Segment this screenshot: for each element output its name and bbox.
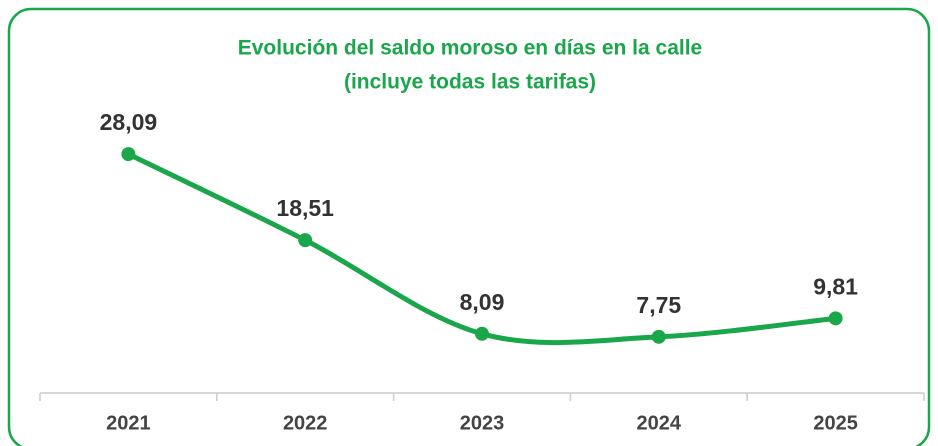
- x-tick-label: 2021: [106, 412, 151, 434]
- point: [121, 147, 136, 162]
- x-tick-label: 2025: [813, 412, 858, 434]
- data-label: 7,75: [636, 292, 681, 318]
- data-label: 18,51: [276, 195, 334, 221]
- x-tick-label: 2023: [460, 412, 505, 434]
- point: [828, 311, 843, 326]
- point: [298, 233, 313, 248]
- x-tick-label: 2024: [637, 412, 682, 434]
- point: [651, 329, 666, 344]
- chart-frame: [7, 7, 931, 446]
- chart-title: Evolución del saldo moroso en días en la…: [238, 37, 702, 60]
- data-label: 8,09: [460, 289, 505, 315]
- x-tick-label: 2022: [283, 412, 328, 434]
- point: [475, 326, 489, 341]
- data-label: 9,81: [813, 273, 858, 299]
- chart-title: (incluye todas las tarifas): [344, 71, 596, 94]
- data-label: 28,09: [100, 109, 158, 135]
